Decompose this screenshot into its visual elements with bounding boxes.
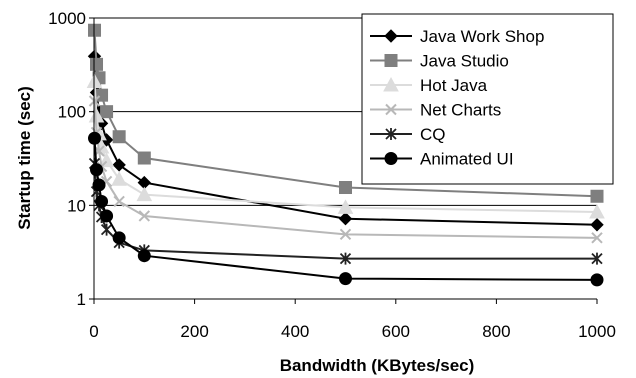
x-axis-title: Bandwidth (KBytes/sec) (280, 356, 475, 375)
data-point-animated-ui (137, 249, 151, 263)
data-point-animated-ui (339, 272, 352, 286)
data-point-cq (591, 252, 603, 265)
legend-marker-java-studio (384, 54, 398, 67)
legend-marker-java-work-shop (384, 29, 398, 43)
data-point-java-studio (88, 23, 102, 37)
legend-label-java-work-shop: Java Work Shop (420, 27, 544, 46)
y-axis-title: Startup time (sec) (15, 86, 34, 230)
x-tick-label: 200 (180, 322, 208, 341)
data-point-java-studio (339, 181, 352, 195)
series-hot-java (86, 73, 605, 219)
x-tick-label: 0 (89, 322, 98, 341)
y-ticks: 1 10 100 1000 (48, 9, 94, 309)
data-point-hot-java (337, 199, 354, 214)
y-tick-label: 100 (58, 103, 86, 122)
legend-label-java-studio: Java Studio (420, 52, 509, 71)
legend-label-animated-ui: Animated UI (420, 150, 514, 169)
legend-label-hot-java: Hot Java (420, 76, 488, 95)
data-point-java-studio (112, 130, 126, 144)
legend-item-java-work-shop: Java Work Shop (370, 27, 544, 46)
y-tick-label: 1 (77, 290, 86, 309)
x-tick-label: 1000 (578, 322, 616, 341)
data-point-animated-ui (88, 131, 102, 145)
data-point-animated-ui (590, 273, 604, 287)
data-point-cq (339, 252, 352, 265)
data-point-hot-java (98, 152, 115, 168)
x-tick-label: 600 (382, 322, 410, 341)
data-point-java-work-shop (590, 218, 604, 232)
data-point-net-charts (88, 95, 101, 107)
data-point-java-studio (590, 189, 604, 203)
data-point-animated-ui (112, 231, 126, 245)
data-point-java-work-shop (338, 211, 353, 226)
data-point-animated-ui (90, 163, 104, 177)
x-tick-label: 400 (281, 322, 309, 341)
y-tick-label: 10 (67, 196, 86, 215)
data-point-java-work-shop (112, 158, 126, 172)
x-tick-label: 800 (482, 322, 510, 341)
legend-item-net-charts: Net Charts (370, 101, 501, 120)
legend: Java Work Shop Java Studio Hot Java Net Cha… (361, 13, 614, 185)
data-point-net-charts (138, 210, 151, 222)
legend-marker-cq (385, 128, 397, 140)
legend-item-java-studio: Java Studio (370, 52, 509, 71)
data-point-hot-java (111, 171, 127, 186)
x-ticks: 0 200 400 600 800 1000 (89, 299, 616, 341)
data-point-net-charts (339, 228, 352, 241)
data-point-java-studio (100, 105, 114, 119)
legend-marker-net-charts (385, 103, 397, 116)
legend-box (361, 13, 614, 185)
data-point-animated-ui (95, 194, 109, 208)
legend-label-net-charts: Net Charts (420, 101, 501, 120)
axes (93, 18, 597, 300)
data-point-cq (100, 223, 113, 236)
data-point-java-studio (90, 57, 104, 71)
series-layer (86, 23, 605, 287)
data-point-hot-java (589, 203, 605, 219)
data-point-net-charts (591, 232, 603, 244)
y-tick-label: 1000 (48, 9, 86, 28)
data-point-animated-ui (100, 209, 114, 223)
data-point-animated-ui (92, 178, 106, 192)
series-animated-ui (88, 131, 604, 287)
legend-item-animated-ui: Animated UI (370, 150, 514, 169)
data-point-java-studio (137, 151, 151, 165)
legend-marker-animated-ui (384, 152, 398, 165)
data-point-net-charts (113, 195, 125, 208)
legend-item-cq: CQ (370, 125, 446, 144)
legend-label-cq: CQ (420, 125, 446, 144)
legend-marker-hot-java (383, 76, 399, 92)
data-point-hot-java (86, 73, 103, 88)
legend-item-hot-java: Hot Java (370, 76, 488, 95)
data-point-hot-java (136, 186, 153, 202)
